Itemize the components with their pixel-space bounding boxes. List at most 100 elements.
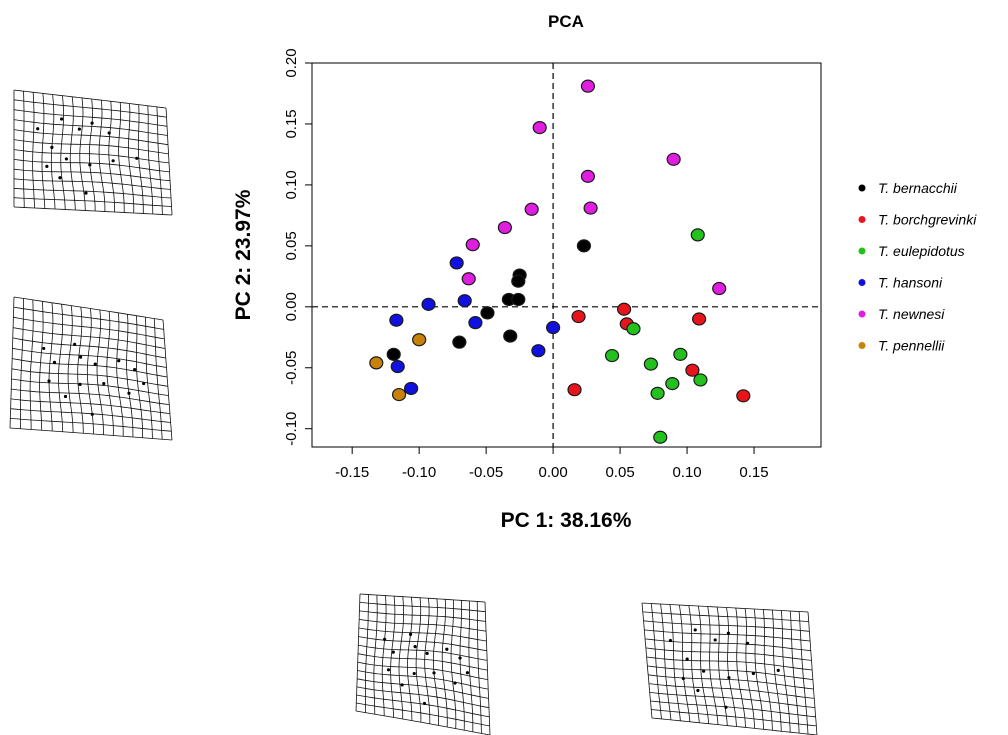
landmark-dot bbox=[422, 701, 427, 706]
grid-line bbox=[679, 604, 691, 722]
landmark-dot bbox=[668, 638, 673, 643]
grid-line bbox=[373, 595, 378, 715]
landmark-dot bbox=[107, 131, 111, 135]
grid-line bbox=[13, 89, 167, 109]
deformation-grid-pc2-positive bbox=[13, 89, 173, 216]
landmark-dot bbox=[400, 683, 404, 687]
grid-line bbox=[12, 358, 168, 378]
grid-line bbox=[39, 301, 44, 431]
landmark-dot bbox=[432, 671, 436, 675]
grid-line bbox=[407, 597, 413, 721]
grid-line bbox=[13, 99, 167, 118]
legend-marker bbox=[858, 184, 866, 192]
data-point bbox=[391, 387, 407, 402]
landmark-dot bbox=[713, 638, 717, 642]
grid-line bbox=[359, 610, 486, 622]
landmark-dot bbox=[685, 657, 689, 661]
landmark-dot bbox=[60, 117, 64, 121]
landmark-dot bbox=[383, 637, 387, 641]
legend-marker bbox=[858, 247, 866, 255]
grid-line bbox=[459, 600, 465, 731]
data-point bbox=[666, 152, 681, 166]
data-point bbox=[404, 381, 419, 396]
grid-line bbox=[50, 94, 56, 210]
landmark-dot bbox=[408, 632, 413, 636]
grid-line bbox=[60, 95, 66, 210]
data-point bbox=[449, 256, 464, 270]
data-point bbox=[685, 363, 700, 377]
landmark-dot bbox=[45, 164, 49, 169]
grid-line bbox=[96, 309, 104, 435]
grid-line bbox=[415, 597, 422, 723]
data-point bbox=[503, 329, 518, 343]
landmark-dot bbox=[88, 163, 92, 167]
grid-line bbox=[450, 599, 457, 729]
deformation-grid-pc1-positive bbox=[641, 602, 818, 735]
landmark-dot bbox=[73, 342, 77, 346]
legend-label: T. borchgrevinki bbox=[878, 212, 977, 228]
grid-line bbox=[13, 149, 170, 164]
landmark-dot bbox=[726, 631, 730, 635]
data-point bbox=[546, 320, 561, 335]
data-point bbox=[643, 357, 658, 371]
grid-line bbox=[358, 644, 488, 661]
landmark-dot bbox=[102, 381, 106, 386]
data-point bbox=[567, 383, 582, 397]
legend: T. bernacchii T. borchgrevinki T. eulepido… bbox=[858, 180, 977, 354]
data-point bbox=[532, 121, 547, 135]
grid-line bbox=[12, 347, 167, 368]
legend-label: T. pennellii bbox=[878, 338, 945, 354]
grid-line bbox=[468, 600, 474, 732]
grid-line bbox=[357, 678, 489, 699]
grid-line bbox=[13, 109, 168, 127]
landmark-dot bbox=[696, 688, 700, 693]
grid-line bbox=[98, 100, 106, 212]
landmark-dot bbox=[693, 628, 697, 632]
grid-line bbox=[660, 603, 672, 720]
grid-line bbox=[798, 611, 809, 735]
data-point bbox=[452, 335, 467, 349]
grid-line bbox=[137, 104, 144, 214]
y-tick-label: 0.00 bbox=[283, 292, 300, 321]
grid-line bbox=[128, 103, 135, 214]
landmark-dot bbox=[90, 412, 94, 416]
landmark-dot bbox=[42, 346, 46, 351]
landmark-dot bbox=[84, 191, 88, 195]
data-point bbox=[712, 281, 727, 296]
y-axis-title: PC 2: 23.97% bbox=[232, 189, 255, 320]
grid-line bbox=[118, 102, 125, 213]
grid-line bbox=[22, 91, 25, 208]
landmark-dot bbox=[453, 681, 457, 685]
data-point bbox=[457, 294, 472, 308]
grid-line bbox=[106, 311, 114, 436]
grid-line bbox=[651, 709, 817, 727]
grid-line bbox=[11, 378, 169, 396]
grid-line bbox=[355, 593, 361, 712]
grid-line bbox=[58, 304, 64, 432]
data-point bbox=[461, 272, 476, 286]
landmark-dot bbox=[77, 127, 81, 131]
landmark-dot bbox=[93, 362, 97, 366]
x-tick-label: -0.05 bbox=[469, 464, 503, 481]
legend-marker bbox=[858, 342, 866, 349]
grid-line bbox=[390, 596, 396, 718]
grid-line bbox=[697, 605, 710, 724]
data-point bbox=[369, 356, 384, 370]
deformation-grid-pc1-negative bbox=[355, 593, 491, 735]
x-tick-label: 0.00 bbox=[539, 464, 568, 481]
grid-line bbox=[20, 298, 24, 429]
legend-marker bbox=[858, 279, 866, 286]
landmark-dot bbox=[425, 651, 429, 655]
data-point bbox=[736, 389, 751, 403]
landmark-dot bbox=[413, 645, 417, 649]
grid-line bbox=[641, 602, 653, 719]
landmark-dot bbox=[133, 367, 137, 372]
y-tick-label: -0.05 bbox=[283, 351, 300, 385]
grid-line bbox=[359, 602, 486, 613]
grid-line bbox=[162, 319, 173, 441]
data-point bbox=[390, 359, 405, 374]
grid-line bbox=[648, 674, 814, 690]
grid-line bbox=[153, 318, 163, 440]
grid-line bbox=[762, 609, 773, 731]
